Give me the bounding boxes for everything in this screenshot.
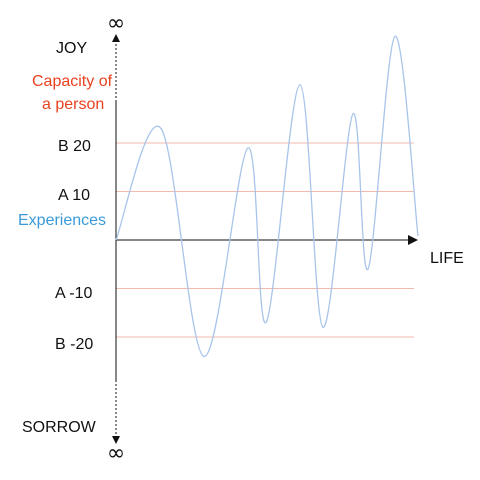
experiences-label: Experiences (18, 212, 106, 229)
life-axis-arrow (408, 235, 418, 245)
top-infinity-symbol: ∞ (107, 11, 125, 36)
bottom-infinity-symbol: ∞ (107, 441, 125, 466)
level-a-negative-label: A -10 (55, 285, 92, 302)
vertical-axis-arrow-down (112, 436, 120, 444)
life-label: LIFE (430, 250, 464, 267)
capacity-label-line1: Capacity of (32, 73, 113, 90)
sorrow-label: SORROW (22, 419, 97, 436)
capacity-label-line2: a person (42, 96, 104, 113)
level-b-negative-label: B -20 (55, 336, 93, 353)
vertical-axis-arrow-up (112, 34, 120, 42)
joy-label: JOY (56, 40, 87, 57)
level-lines (116, 142, 414, 338)
level-a-positive-label: A 10 (58, 187, 90, 204)
experience-wave (115, 35, 419, 358)
level-b-positive-label: B 20 (58, 138, 91, 155)
